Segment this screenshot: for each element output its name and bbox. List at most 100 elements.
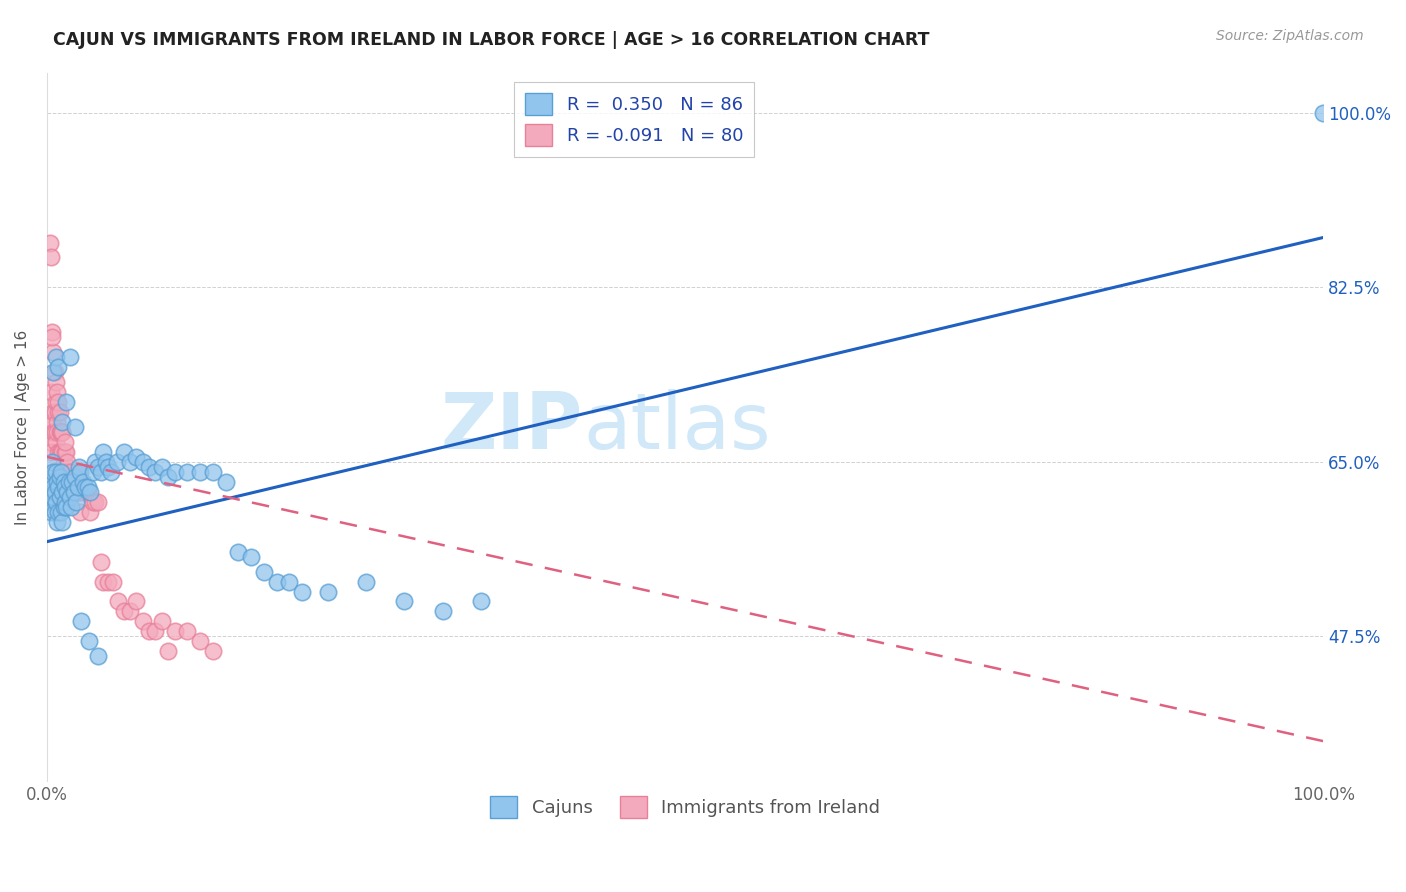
- Point: [46, 415, 69, 429]
- Point: [97, 574, 120, 589]
- Point: [188, 465, 211, 479]
- Point: [72, 484, 94, 499]
- Point: [48, 445, 70, 459]
- Point: [188, 634, 211, 648]
- Point: [46, 385, 69, 400]
- Point: [145, 465, 167, 479]
- Point: [51, 445, 73, 459]
- Point: [87, 459, 110, 474]
- Point: [58, 475, 80, 489]
- Point: [105, 455, 128, 469]
- Point: [51, 415, 73, 429]
- Point: [94, 455, 117, 469]
- Point: [42, 465, 65, 479]
- Point: [157, 644, 180, 658]
- Point: [62, 475, 84, 489]
- Point: [56, 455, 79, 469]
- Point: [42, 365, 65, 379]
- Point: [39, 445, 62, 459]
- Point: [38, 434, 60, 449]
- Point: [59, 350, 82, 364]
- Point: [39, 251, 62, 265]
- Point: [62, 484, 84, 499]
- Point: [41, 415, 63, 429]
- Point: [163, 465, 186, 479]
- Point: [75, 480, 97, 494]
- Point: [470, 594, 492, 608]
- Point: [55, 395, 77, 409]
- Point: [38, 495, 60, 509]
- Point: [42, 425, 65, 439]
- Point: [48, 395, 70, 409]
- Point: [49, 465, 72, 479]
- Point: [432, 605, 454, 619]
- Point: [87, 649, 110, 664]
- Point: [90, 555, 112, 569]
- Point: [48, 405, 70, 419]
- Point: [63, 420, 86, 434]
- Point: [82, 465, 104, 479]
- Point: [59, 490, 82, 504]
- Point: [77, 634, 100, 648]
- Point: [125, 594, 148, 608]
- Point: [62, 465, 84, 479]
- Point: [176, 624, 198, 639]
- Point: [66, 484, 89, 499]
- Point: [44, 405, 66, 419]
- Point: [52, 500, 75, 514]
- Point: [76, 480, 98, 494]
- Point: [70, 615, 93, 629]
- Point: [201, 644, 224, 658]
- Point: [42, 490, 65, 504]
- Point: [52, 475, 75, 489]
- Y-axis label: In Labor Force | Age > 16: In Labor Force | Age > 16: [15, 329, 31, 524]
- Point: [131, 615, 153, 629]
- Point: [62, 465, 84, 479]
- Point: [41, 330, 63, 344]
- Point: [42, 345, 65, 359]
- Point: [58, 465, 80, 479]
- Point: [44, 425, 66, 439]
- Point: [42, 405, 65, 419]
- Point: [60, 500, 83, 514]
- Point: [48, 480, 70, 494]
- Point: [52, 455, 75, 469]
- Point: [62, 475, 84, 489]
- Point: [91, 445, 114, 459]
- Point: [48, 505, 70, 519]
- Point: [39, 475, 62, 489]
- Point: [201, 465, 224, 479]
- Point: [56, 484, 79, 499]
- Point: [59, 484, 82, 499]
- Point: [69, 505, 91, 519]
- Point: [266, 574, 288, 589]
- Point: [90, 465, 112, 479]
- Point: [145, 624, 167, 639]
- Point: [79, 484, 101, 499]
- Point: [63, 470, 86, 484]
- Point: [41, 455, 63, 469]
- Point: [240, 549, 263, 564]
- Point: [44, 484, 66, 499]
- Point: [97, 459, 120, 474]
- Point: [91, 574, 114, 589]
- Point: [52, 465, 75, 479]
- Point: [354, 574, 377, 589]
- Point: [48, 445, 70, 459]
- Point: [53, 434, 76, 449]
- Point: [45, 434, 67, 449]
- Point: [112, 605, 135, 619]
- Point: [60, 475, 83, 489]
- Point: [278, 574, 301, 589]
- Point: [65, 495, 87, 509]
- Point: [53, 475, 76, 489]
- Point: [253, 565, 276, 579]
- Text: Source: ZipAtlas.com: Source: ZipAtlas.com: [1216, 29, 1364, 43]
- Point: [125, 450, 148, 464]
- Point: [163, 624, 186, 639]
- Point: [48, 470, 70, 484]
- Point: [51, 484, 73, 499]
- Point: [75, 484, 97, 499]
- Point: [38, 235, 60, 250]
- Point: [103, 574, 125, 589]
